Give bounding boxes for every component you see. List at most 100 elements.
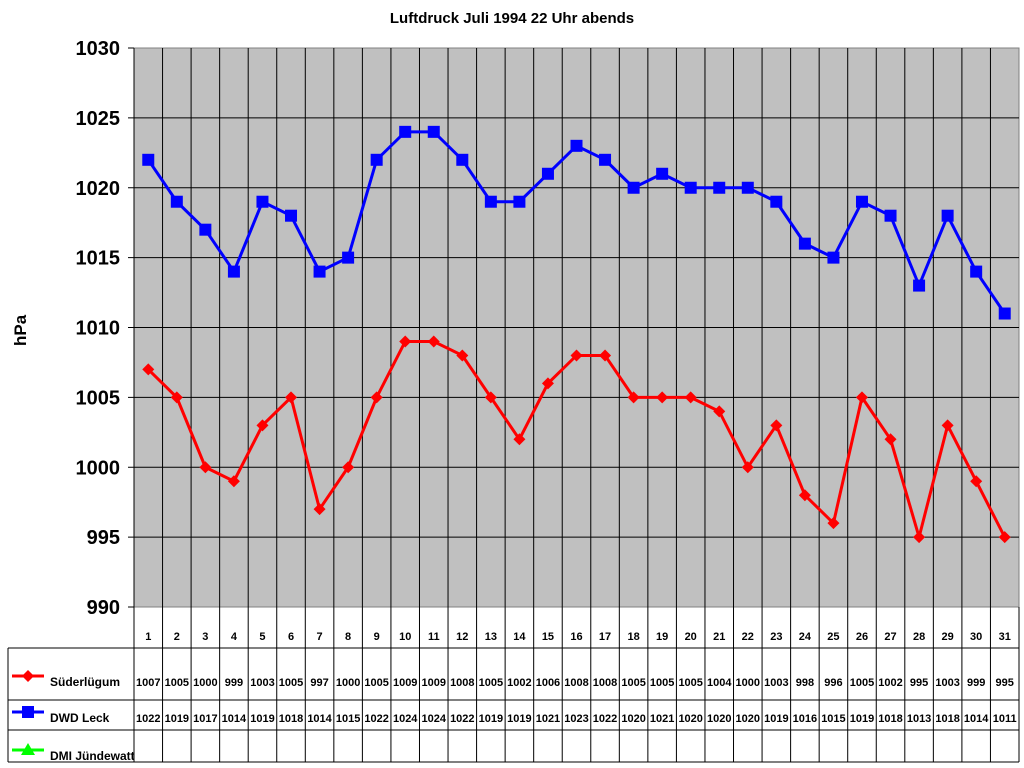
table-cell-value: 1003 (935, 677, 959, 689)
x-category-label: 3 (202, 631, 208, 643)
diamond-marker (484, 391, 497, 404)
table-cell-value: 1008 (593, 677, 617, 689)
y-tick-label: 1000 (76, 457, 121, 479)
table-cell-value: 1020 (678, 713, 702, 725)
square-marker (427, 125, 440, 138)
diamond-marker (855, 391, 868, 404)
diamond-marker (256, 419, 269, 432)
y-tick-label: 1020 (76, 178, 121, 200)
x-category-label: 7 (317, 631, 323, 643)
table-cell-value: 1019 (764, 713, 788, 725)
square-marker (570, 139, 583, 152)
square-marker (342, 251, 355, 264)
y-tick-label: 995 (87, 527, 120, 549)
table-cell-value: 1005 (165, 677, 189, 689)
diamond-marker (142, 363, 155, 376)
square-marker (513, 195, 526, 208)
table-cell-value: 1009 (393, 677, 417, 689)
table-cell-value: 1006 (536, 677, 560, 689)
x-category-label: 23 (770, 631, 782, 643)
square-marker (313, 265, 326, 278)
data-series (142, 125, 1011, 544)
table-cell-value: 999 (967, 677, 985, 689)
diamond-marker (884, 433, 897, 446)
x-category-label: 13 (485, 631, 497, 643)
x-category-label: 10 (399, 631, 411, 643)
table-cell-value: 1007 (136, 677, 160, 689)
diamond-marker (970, 475, 983, 488)
table-cell-value: 1014 (307, 713, 332, 725)
x-category-label: 2 (174, 631, 180, 643)
table-cell-value: 1003 (764, 677, 788, 689)
table-cell-value: 1005 (279, 677, 303, 689)
table-cell-value: 1022 (593, 713, 617, 725)
square-marker (798, 237, 811, 250)
gridlines (134, 48, 1019, 607)
table-cell-value: 1005 (621, 677, 645, 689)
diamond-marker (770, 419, 783, 432)
x-category-label: 1 (145, 631, 151, 643)
x-category-label: 6 (288, 631, 294, 643)
square-marker (399, 125, 412, 138)
table-cell-value: 1019 (507, 713, 531, 725)
square-marker (370, 153, 383, 166)
table-cell-value: 1013 (907, 713, 931, 725)
table-cell-value: 1005 (364, 677, 388, 689)
x-category-label: 29 (942, 631, 954, 643)
table-cell-value: 1005 (479, 677, 503, 689)
table-cell-value: 1021 (536, 713, 560, 725)
x-category-label: 30 (970, 631, 982, 643)
square-marker (170, 195, 183, 208)
table-cell-value: 1018 (935, 713, 959, 725)
square-marker (998, 307, 1011, 320)
diamond-marker (342, 461, 355, 474)
diamond-marker (427, 335, 440, 348)
diamond-marker (285, 391, 298, 404)
y-tick-label: 1010 (76, 318, 121, 340)
square-marker (941, 209, 954, 222)
table-cell-value: 1020 (707, 713, 731, 725)
square-marker (884, 209, 897, 222)
square-marker (741, 181, 754, 194)
table-cell-value: 1019 (850, 713, 874, 725)
square-marker (827, 251, 840, 264)
table-cell-value: 1005 (850, 677, 874, 689)
table-cell-value: 1019 (479, 713, 503, 725)
table-cell-value: 1021 (650, 713, 674, 725)
square-marker (599, 153, 612, 166)
diamond-marker (713, 405, 726, 418)
table-cell-value: 1020 (621, 713, 645, 725)
legend-diamond-icon (22, 670, 34, 682)
diamond-marker (227, 475, 240, 488)
square-marker (484, 195, 497, 208)
square-marker (227, 265, 240, 278)
table-cell-value: 1014 (964, 713, 989, 725)
table-cell-value: 1015 (336, 713, 360, 725)
table-cell-value: 1009 (422, 677, 446, 689)
table-cell-value: 1004 (707, 677, 732, 689)
square-marker (142, 153, 155, 166)
table-cell-value: 1019 (165, 713, 189, 725)
x-category-label: 24 (799, 631, 812, 643)
legend-label: Süderlügum (50, 675, 120, 689)
table-cell-value: 1000 (336, 677, 360, 689)
legend-square-icon (22, 706, 34, 718)
table-cell-value: 1022 (136, 713, 160, 725)
data-table: 1 2 3 4 5 6 7 8 9 10 11 12 13 14 15 16 17 18 19 20 21 22 23 24 2… (7, 607, 1020, 763)
table-cell-value: 1018 (279, 713, 303, 725)
table-cell-value: 998 (796, 677, 814, 689)
x-category-label: 12 (456, 631, 468, 643)
table-cell-value: 1003 (250, 677, 274, 689)
diamond-marker (627, 391, 640, 404)
table-cell-value: 1023 (564, 713, 588, 725)
diamond-marker (199, 461, 212, 474)
x-category-label: 4 (231, 631, 238, 643)
diamond-marker (741, 461, 754, 474)
square-marker (684, 181, 697, 194)
legend-label: DMI Jündewatt (50, 749, 135, 763)
square-marker (199, 223, 212, 236)
table-cell-value: 995 (996, 677, 1014, 689)
diamond-marker (798, 489, 811, 502)
table-cell-value: 1005 (650, 677, 674, 689)
